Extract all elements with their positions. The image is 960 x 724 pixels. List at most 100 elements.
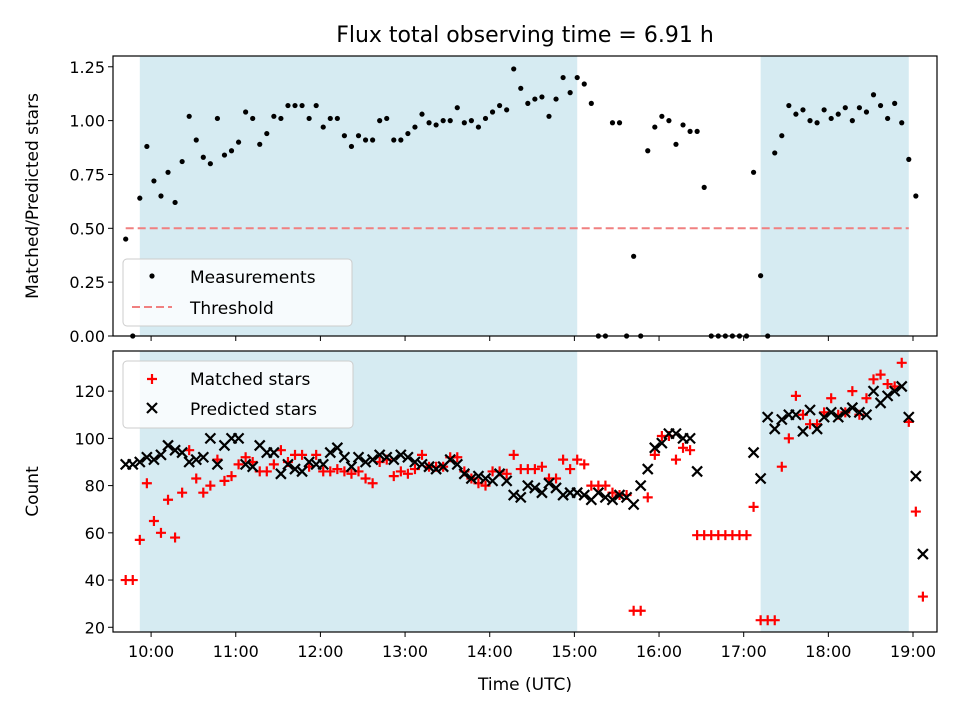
x-tick-label: 19:00 <box>890 642 936 661</box>
data-point <box>553 96 559 102</box>
data-point <box>790 390 801 401</box>
data-point <box>529 464 540 475</box>
data-point <box>849 118 855 124</box>
data-point <box>507 489 520 501</box>
data-point <box>826 393 837 404</box>
data-point <box>856 105 862 111</box>
data-point <box>772 150 778 156</box>
x-tick-label: 14:00 <box>467 642 513 661</box>
data-point <box>631 253 637 259</box>
data-point <box>179 158 185 165</box>
data-point <box>861 393 872 404</box>
data-point <box>754 472 767 485</box>
data-point <box>525 100 531 106</box>
data-point <box>558 454 569 465</box>
legend-marker <box>147 374 157 384</box>
y-tick-label: 20 <box>85 618 105 637</box>
data-point <box>747 446 760 459</box>
y-tick-label: 0.75 <box>69 165 105 184</box>
legend-label: Predicted stars <box>190 400 317 420</box>
data-point <box>842 105 848 111</box>
data-point <box>910 470 922 482</box>
legend-marker <box>146 402 158 414</box>
y-axis-label: Matched/Predicted stars <box>23 93 43 299</box>
x-tick-label: 16:00 <box>636 642 682 661</box>
bottom-panel: 20 40 60 80 100 120 Count 10:00 11:00 12:00 13:00 1… <box>23 350 938 695</box>
data-point <box>776 461 787 472</box>
data-point <box>627 498 640 511</box>
data-point <box>685 445 696 456</box>
data-point <box>818 411 830 423</box>
data-point <box>250 115 256 122</box>
data-point <box>560 74 566 81</box>
data-point <box>325 466 336 477</box>
data-point <box>388 453 400 466</box>
data-point <box>846 401 859 414</box>
legend: Measurements Threshold <box>122 258 353 327</box>
data-point <box>536 461 547 472</box>
data-point <box>282 458 294 471</box>
data-point <box>847 386 858 397</box>
data-point <box>870 92 877 98</box>
data-point <box>501 468 512 479</box>
data-point <box>311 449 322 460</box>
data-point <box>479 472 492 485</box>
data-point <box>634 479 647 492</box>
data-point <box>497 102 503 109</box>
data-point <box>151 178 157 184</box>
data-point <box>508 449 519 460</box>
data-point <box>482 115 489 122</box>
data-point <box>600 480 611 491</box>
data-point <box>257 141 263 147</box>
data-point <box>649 442 661 454</box>
data-point <box>417 449 427 460</box>
data-point <box>511 66 517 72</box>
data-point <box>678 442 689 453</box>
data-point <box>395 466 406 477</box>
y-tick-label: 0.50 <box>69 219 105 238</box>
axes-frame <box>112 55 938 337</box>
data-point <box>346 468 357 479</box>
data-point <box>825 406 837 419</box>
data-point <box>691 465 703 478</box>
data-point <box>882 379 893 390</box>
data-point <box>656 437 668 449</box>
data-point <box>758 273 764 279</box>
data-point <box>200 154 206 160</box>
legend-marker <box>149 273 155 279</box>
y-tick-label: 60 <box>85 524 105 543</box>
data-point <box>518 85 524 91</box>
data-point <box>807 118 813 124</box>
data-point <box>240 452 251 463</box>
data-point <box>232 432 245 445</box>
data-point <box>388 471 399 482</box>
data-point <box>694 128 700 134</box>
data-point <box>172 199 178 206</box>
data-point <box>183 456 195 468</box>
data-point <box>377 118 383 124</box>
legend-box <box>122 258 353 327</box>
data-point <box>514 491 527 504</box>
data-point <box>892 100 898 106</box>
data-point <box>402 451 414 464</box>
data-point <box>384 115 390 122</box>
data-point <box>423 460 435 473</box>
data-point <box>465 472 478 485</box>
data-point <box>903 411 915 423</box>
data-point <box>613 489 626 501</box>
data-point <box>572 454 583 465</box>
data-point <box>489 109 496 115</box>
data-point <box>137 195 143 201</box>
data-point <box>800 107 806 113</box>
data-point <box>412 124 418 130</box>
data-point <box>228 148 235 154</box>
data-point <box>790 408 802 421</box>
data-point <box>828 115 834 122</box>
data-point <box>324 446 337 459</box>
legend-label: Matched stars <box>190 370 310 390</box>
data-point <box>127 575 138 586</box>
data-point <box>219 475 230 486</box>
y-tick-label: 40 <box>85 571 105 590</box>
data-point <box>158 193 164 199</box>
